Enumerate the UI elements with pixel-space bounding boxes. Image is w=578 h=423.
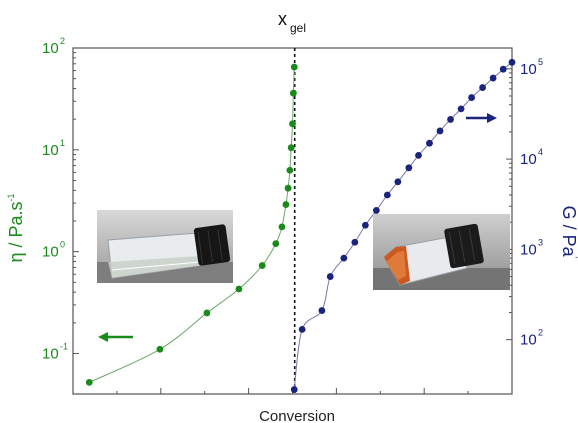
right-tick-label: 10	[520, 151, 537, 168]
right-tick-label: 10	[520, 332, 537, 349]
modulus-point	[290, 386, 298, 393]
modulus-point	[447, 116, 454, 123]
viscosity-point	[235, 285, 243, 293]
viscosity-point	[289, 120, 296, 128]
bottom-axis-ticks	[116, 388, 469, 394]
chart-title-subscript: gel	[290, 21, 306, 35]
liquid-vial-photo	[97, 210, 233, 283]
data-points	[85, 58, 516, 393]
viscosity-point	[282, 201, 290, 208]
left-tick-exponent: 2	[60, 36, 65, 46]
modulus-point	[468, 94, 476, 101]
modulus-point	[426, 139, 433, 147]
modulus-point	[415, 151, 422, 159]
right-tick-exponent: 4	[538, 147, 543, 157]
modulus-point	[340, 254, 348, 262]
modulus-point	[405, 164, 413, 172]
left-tick-label: 10	[42, 345, 59, 362]
modulus-point	[351, 238, 359, 246]
viscosity-point	[290, 63, 298, 71]
viscosity-point	[286, 166, 294, 174]
left-tick-exponent: 0	[60, 240, 65, 250]
viscosity-point	[156, 345, 164, 353]
modulus-point	[383, 191, 391, 199]
viscosity-point	[284, 184, 292, 192]
modulus-point	[318, 307, 326, 314]
left-axis-label-text: η / Pa.s	[6, 201, 26, 262]
viscosity-point	[258, 262, 266, 269]
left-axis-label-sup: -1	[6, 193, 16, 201]
modulus-point	[372, 207, 380, 214]
modulus-point	[361, 221, 369, 229]
modulus-point	[394, 178, 402, 186]
right-axis-arrow	[466, 113, 497, 123]
right-tick-exponent: 5	[538, 57, 543, 67]
viscosity-point	[289, 89, 297, 97]
right-axis-label-sup: '	[569, 257, 578, 259]
right-tick-label: 10	[520, 241, 537, 258]
viscosity-point	[287, 144, 295, 152]
left-axis-arrow	[98, 332, 133, 342]
left-tick-label: 10	[42, 244, 59, 261]
x-axis-label: Conversion	[259, 408, 335, 423]
svg-text:G / Pa': G / Pa'	[559, 206, 578, 259]
chart-title: x	[278, 9, 287, 29]
viscosity-point	[272, 240, 280, 247]
modulus-point	[457, 105, 465, 113]
modulus-point	[499, 65, 507, 73]
modulus-point	[508, 58, 516, 66]
right-tick-label: 10	[520, 61, 537, 78]
viscosity-point	[278, 223, 286, 231]
right-tick-exponent: 2	[538, 328, 543, 338]
viscosity-point	[203, 309, 211, 317]
right-axis-label-text: G / Pa	[559, 206, 578, 258]
left-tick-label: 10	[42, 142, 59, 159]
right-axis-label: G / Pa'	[559, 206, 578, 259]
modulus-point	[326, 273, 334, 280]
svg-text:η / Pa.s-1: η / Pa.s-1	[6, 193, 26, 262]
modulus-point	[479, 84, 486, 91]
viscosity-point	[85, 378, 93, 386]
modulus-point	[489, 74, 497, 82]
left-tick-exponent: -1	[60, 341, 68, 351]
modulus-point	[436, 127, 444, 135]
left-axis-label: η / Pa.s-1	[6, 193, 26, 262]
modulus-point	[298, 325, 306, 333]
gel-vial-photo	[373, 214, 510, 290]
right-tick-exponent: 3	[538, 237, 543, 247]
left-tick-exponent: 1	[60, 138, 65, 148]
left-tick-label: 10	[42, 40, 59, 57]
